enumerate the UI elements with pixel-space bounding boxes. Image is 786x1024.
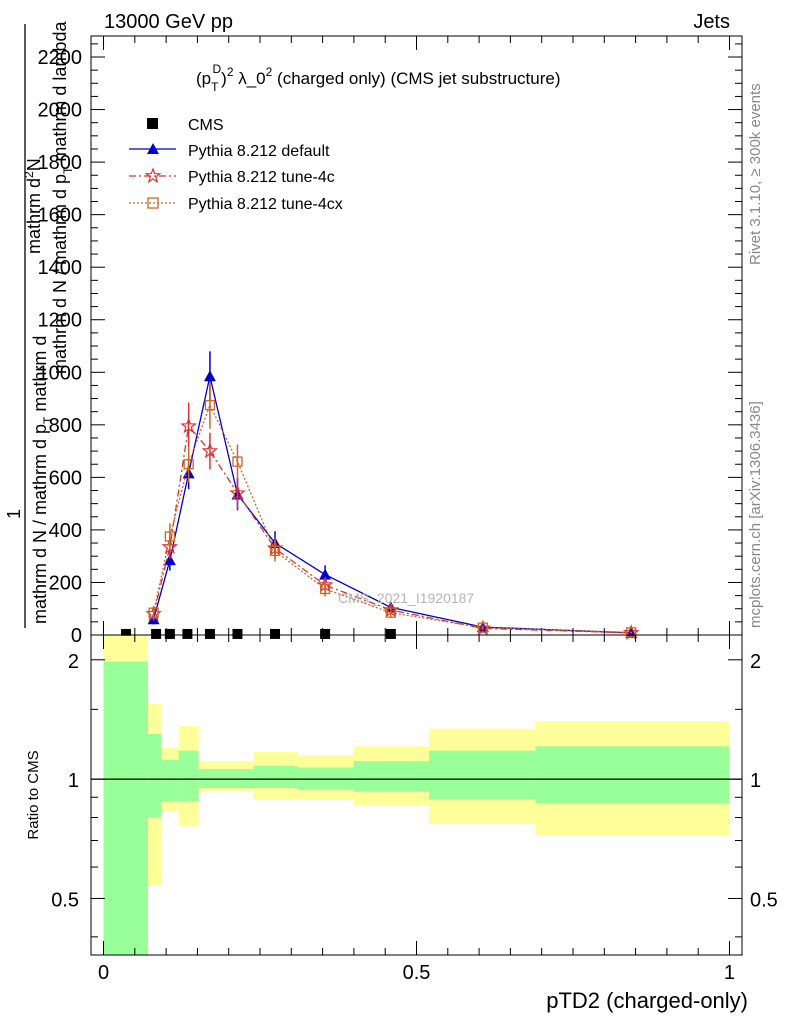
green-band (103, 661, 148, 955)
data-point (319, 583, 331, 595)
data-point (148, 607, 159, 618)
plot-title: (pTD)2 λ_02 (charged only) (CMS jet subs… (196, 62, 560, 94)
x-axis-label: pTD2 (charged-only) (546, 988, 748, 1013)
legend: CMS Pythia 8.212 default Pythia 8.212 tu… (129, 117, 343, 213)
ratio-y-tick-label-right: 1 (750, 770, 761, 792)
green-band (161, 759, 179, 802)
data-point (477, 622, 489, 633)
y-label-num-2: mathrm d2N (22, 158, 44, 254)
ratio-plot: 0.5 0.51 12 2 0 0.5 1 (51, 634, 778, 984)
data-point (163, 554, 176, 566)
main-y-axis: 0 200 400 600 800 1000 1200 1400 1600 1800 2000 220… (38, 43, 742, 647)
y-tick-label: 0 (71, 625, 82, 647)
x-tick-label: 0 (98, 962, 109, 984)
header-left: 13000 GeV pp (104, 11, 233, 33)
y-tick-label: 400 (49, 520, 82, 542)
ratio-y-tick-label: 1 (68, 770, 79, 792)
legend-label-default: Pythia 8.212 default (188, 143, 330, 160)
green-band (178, 750, 199, 802)
legend-marker-tune4c (144, 167, 162, 184)
ratio-y-tick-label-right: 2 (750, 651, 761, 673)
series-line (152, 424, 632, 634)
series-3 (148, 381, 637, 638)
y-tick-label: 1000 (38, 362, 83, 384)
data-point (385, 628, 396, 639)
x-tick-label: 0.5 (403, 962, 431, 984)
legend-label-tune4c: Pythia 8.212 tune-4c (188, 169, 335, 186)
data-point (385, 607, 396, 618)
y-tick-label: 1200 (38, 310, 83, 332)
green-band (147, 733, 162, 818)
series-line (152, 376, 632, 634)
analysis-watermark: CMS_2021_I1920187 (338, 590, 474, 606)
ratio-y-label: Ratio to CMS (25, 750, 42, 839)
data-point (164, 628, 175, 639)
x-tick-label: 1 (724, 962, 735, 984)
legend-label-cms: CMS (188, 117, 224, 134)
y-tick-label: 600 (49, 467, 82, 489)
legend-marker-cms (147, 118, 158, 129)
data-point (121, 628, 132, 639)
data-point (180, 417, 197, 434)
y-tick-label: 1400 (38, 257, 83, 279)
green-band (429, 750, 536, 800)
data-point (203, 370, 216, 382)
data-point (232, 628, 243, 639)
legend-marker-tune4cx (147, 197, 159, 209)
data-point (164, 531, 176, 542)
y-tick-label: 1600 (38, 205, 83, 227)
data-point (626, 627, 637, 638)
main-series (121, 351, 640, 641)
data-point (204, 399, 216, 411)
mcplots-label: mcplots.cern.ch [arXiv:1306.3436] (747, 401, 764, 628)
legend-marker-default (147, 143, 159, 154)
main-plot: 0 200 400 600 800 1000 1200 1400 1600 1800 2000 220… (38, 35, 743, 647)
data-point (204, 628, 215, 639)
rivet-version-label: Rivet 3.1.10, ≥ 300k events (747, 83, 764, 265)
data-point (320, 628, 331, 639)
ratio-bands (103, 635, 730, 955)
green-band (253, 765, 298, 788)
data-point (161, 538, 179, 555)
y-tick-label: 800 (49, 415, 82, 437)
data-point (183, 459, 194, 470)
y-label-den-1: mathrm d N / mathrm d pT mathrm d (30, 336, 55, 624)
ratio-y-tick-label: 0.5 (51, 889, 79, 911)
ratio-y-tick-label-right: 0.5 (750, 889, 778, 911)
ratio-x-axis: 0 0.5 1 (98, 635, 735, 984)
green-band (353, 761, 430, 792)
y-tick-label: 2000 (38, 100, 83, 122)
data-point (232, 456, 243, 467)
data-point (151, 628, 162, 639)
y-label-numerator: 1 (4, 509, 24, 519)
legend-label-tune4cx: Pythia 8.212 tune-4cx (188, 196, 343, 213)
y-label-den-2: mathrm d N / mathrm d pT mathrm d lambda (50, 21, 75, 374)
y-tick-label: 200 (49, 572, 82, 594)
green-band (535, 746, 730, 804)
series-0 (121, 628, 396, 639)
data-point (269, 545, 281, 557)
ratio-y-tick-label: 2 (68, 651, 79, 673)
main-y-label: 1 mathrm d N / mathrm d pT mathrm d math… (4, 21, 75, 628)
header-right: Jets (693, 11, 730, 33)
data-point (319, 568, 332, 580)
data-point (182, 628, 193, 639)
data-point (201, 442, 219, 459)
y-tick-label: 2200 (38, 47, 83, 69)
data-point (270, 628, 281, 639)
data-point (229, 484, 246, 501)
ratio-y-axis: 0.5 0.5 1 1 2 2 (51, 651, 778, 938)
y-tick-label: 1800 (38, 152, 83, 174)
